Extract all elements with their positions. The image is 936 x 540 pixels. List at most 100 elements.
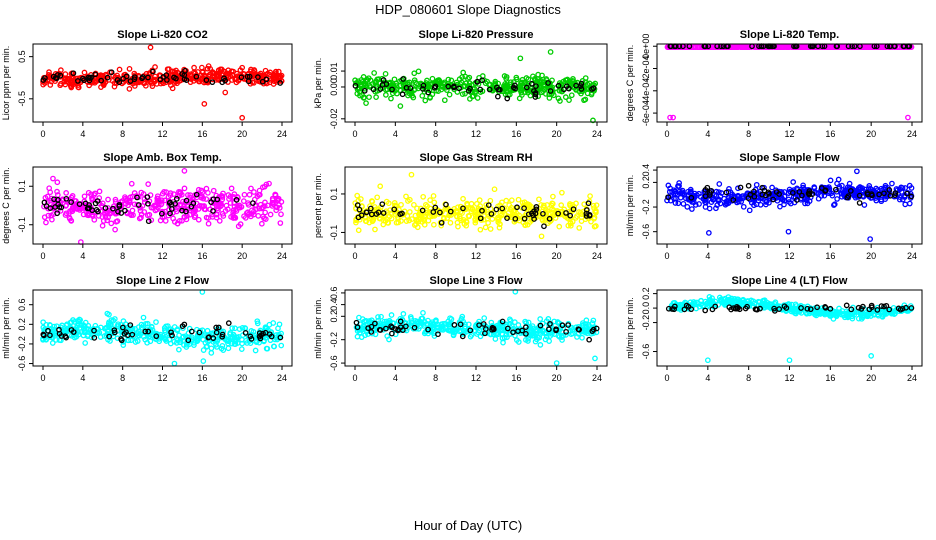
data-point	[398, 218, 404, 224]
data-point	[492, 336, 499, 342]
x-tick-label: 12	[157, 129, 167, 139]
x-tick-label: 4	[393, 129, 398, 139]
data-point-black	[495, 86, 502, 93]
data-point	[490, 331, 497, 338]
data-point	[713, 188, 720, 195]
data-point-black	[193, 191, 200, 198]
data-point-black	[389, 86, 395, 93]
data-point	[385, 200, 392, 207]
data-point-black	[759, 184, 766, 191]
data-point-black	[514, 204, 520, 211]
data-point	[215, 73, 221, 79]
data-point	[258, 220, 265, 227]
data-point-black	[521, 215, 528, 222]
data-point	[40, 319, 47, 326]
data-point	[271, 343, 278, 350]
data-point-black	[578, 80, 585, 87]
data-point	[753, 181, 760, 188]
data-point	[748, 44, 755, 50]
data-point	[420, 193, 427, 200]
x-tick-label: 16	[197, 129, 207, 139]
x-tick-label: 0	[664, 373, 669, 383]
plot-frame	[32, 43, 293, 123]
data-point-black	[256, 333, 263, 340]
x-tick-label: 20	[866, 373, 876, 383]
data-point-black	[537, 322, 544, 329]
data-point	[568, 92, 575, 99]
data-point-black	[57, 72, 64, 79]
data-point	[446, 327, 453, 334]
data-point	[784, 44, 791, 50]
data-point	[537, 342, 544, 348]
data-point	[568, 222, 574, 229]
plot-frame	[656, 289, 923, 367]
data-point	[386, 213, 393, 220]
x-tick-label: 12	[784, 251, 794, 261]
data-point-black	[688, 306, 695, 313]
data-point	[381, 318, 388, 325]
data-point	[408, 90, 415, 97]
data-point	[477, 226, 484, 233]
data-point	[399, 79, 406, 86]
data-point	[182, 333, 189, 339]
data-point	[421, 221, 428, 228]
data-point-black	[480, 321, 487, 327]
data-point	[540, 88, 546, 94]
x-tick-label: 4	[80, 251, 85, 261]
data-point-black	[798, 305, 804, 311]
outlier-point	[239, 114, 246, 121]
data-point	[243, 337, 249, 344]
y-tick-label: -4e-04	[641, 78, 651, 104]
data-point	[515, 339, 522, 345]
y-tick-label: -0.2	[641, 315, 651, 331]
data-point-black	[94, 198, 101, 204]
data-point	[406, 209, 413, 215]
x-tick-label: 12	[471, 373, 481, 383]
data-point	[480, 216, 487, 223]
data-point	[154, 195, 161, 202]
data-point-black	[806, 188, 813, 194]
data-point-black	[483, 326, 489, 332]
data-point	[97, 72, 104, 79]
data-point	[853, 193, 860, 200]
data-point	[125, 78, 132, 84]
data-point-black	[671, 303, 678, 310]
outlier-point	[786, 357, 793, 364]
data-point	[764, 303, 770, 310]
data-point	[137, 204, 143, 211]
data-point	[252, 347, 259, 354]
data-point	[511, 319, 518, 325]
data-point-black	[372, 320, 378, 327]
data-point	[262, 199, 268, 206]
data-point	[128, 337, 134, 344]
data-point	[198, 203, 205, 209]
data-point	[574, 213, 580, 219]
data-point-black	[47, 332, 53, 339]
data-point-black	[111, 329, 118, 336]
data-point	[702, 298, 709, 305]
data-point	[236, 326, 243, 332]
data-point	[590, 202, 597, 209]
data-point-black	[277, 334, 284, 341]
data-point	[568, 331, 574, 338]
data-point	[151, 78, 158, 85]
data-point	[672, 188, 678, 195]
data-point-black	[886, 187, 893, 193]
data-point	[710, 196, 717, 203]
data-point-black	[479, 77, 485, 84]
data-point-black	[848, 306, 855, 313]
data-point	[264, 202, 271, 209]
data-point	[276, 321, 283, 328]
data-point-black	[365, 325, 371, 331]
x-tick-label: 16	[825, 251, 835, 261]
data-point-black	[219, 79, 226, 86]
outlier-point	[377, 183, 384, 190]
x-tick-label: 0	[40, 373, 45, 383]
data-point	[135, 324, 142, 330]
data-point	[746, 44, 752, 50]
data-point-black	[856, 200, 863, 206]
data-point	[839, 308, 846, 314]
data-point-black	[209, 79, 216, 86]
data-point	[81, 69, 88, 76]
data-point	[230, 68, 237, 75]
